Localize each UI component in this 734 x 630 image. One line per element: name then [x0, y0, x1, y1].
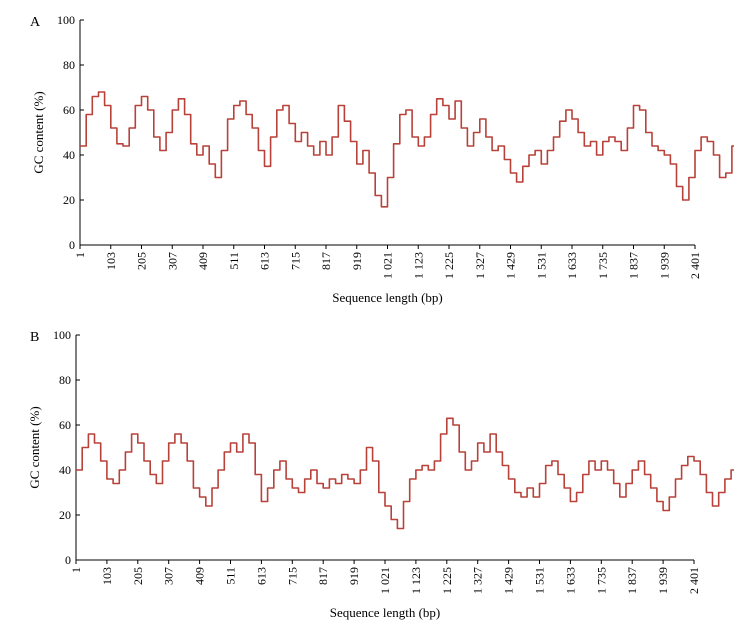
- panel-a-x-axis-title: Sequence length (bp): [332, 290, 442, 305]
- panel-a-x-tick-label: 1 735: [596, 252, 610, 279]
- panel-b-x-tick-label: 919: [347, 567, 361, 585]
- panel-b-x-tick-label: 1 939: [656, 567, 670, 594]
- panel-a-x-tick-label: 1 123: [411, 252, 425, 279]
- panel-a-x-tick-label: 307: [165, 252, 179, 270]
- panel-a-gc-series-line: [80, 91, 734, 208]
- panel-b-x-tick-label: 817: [316, 567, 330, 585]
- panel-a-y-tick-label: 100: [57, 13, 75, 27]
- panel-b-y-tick-label: 20: [59, 508, 71, 522]
- panel-b-x-tick-label: 1 327: [471, 567, 485, 594]
- panel-a-y-tick-label: 80: [63, 58, 75, 72]
- panel-a-x-tick-label: 103: [104, 252, 118, 270]
- panel-a-y-tick-label: 0: [69, 238, 75, 252]
- panel-a-x-tick-label: 2 401: [688, 252, 702, 279]
- panel-b-x-tick-label: 2 401: [687, 567, 701, 594]
- panel-a-x-tick-label: 919: [350, 252, 364, 270]
- panel-a-y-axis-title: GC content (%): [31, 91, 46, 173]
- panel-a-x-tick-label: 1 837: [627, 252, 641, 279]
- panel-a-y-tick-label: 60: [63, 103, 75, 117]
- panel-a-x-tick-label: 1 327: [473, 252, 487, 279]
- panel-b-y-tick-label: 0: [65, 553, 71, 567]
- panel-b-x-tick-label: 1 123: [409, 567, 423, 594]
- panel-a-x-tick-label: 817: [319, 252, 333, 270]
- panel-b-x-tick-label: 511: [224, 567, 238, 585]
- panel-b-y-tick-label: 60: [59, 418, 71, 432]
- panel-b-x-tick-label: 1 225: [440, 567, 454, 594]
- panel-a-x-tick-label: 409: [196, 252, 210, 270]
- panel-a-x-tick-label: 1 633: [565, 252, 579, 279]
- panel-a-x-tick-label: 511: [227, 252, 241, 270]
- panel-a-x-tick-label: 613: [258, 252, 272, 270]
- panel-b-gc-series-line: [76, 417, 734, 530]
- panel-b-x-tick-label: 1 531: [533, 567, 547, 594]
- panel-b-y-tick-label: 80: [59, 373, 71, 387]
- panel-a-x-tick-label: 1 225: [442, 252, 456, 279]
- panel-a-x-tick-label: 1 531: [534, 252, 548, 279]
- panel-a-letter: A: [30, 15, 41, 30]
- panel-b-y-axis-title: GC content (%): [27, 406, 42, 488]
- panel-b-x-tick-label: 1 429: [502, 567, 516, 594]
- panel-b-x-tick-label: 409: [193, 567, 207, 585]
- panel-a-x-tick-label: 1: [73, 252, 87, 258]
- panel-b-x-tick-label: 205: [131, 567, 145, 585]
- panel-b-x-tick-label: 715: [285, 567, 299, 585]
- panel-b-x-tick-label: 103: [100, 567, 114, 585]
- panel-a-y-tick-label: 40: [63, 148, 75, 162]
- panel-a-x-tick-label: 1 429: [504, 252, 518, 279]
- panel-a-x-tick-label: 1 939: [657, 252, 671, 279]
- panel-b-x-axis-title: Sequence length (bp): [330, 605, 440, 620]
- panel-b-y-tick-label: 100: [53, 328, 71, 342]
- panel-b-x-tick-label: 1 735: [594, 567, 608, 594]
- panel-b-y-tick-label: 40: [59, 463, 71, 477]
- panel-a-x-tick-label: 205: [135, 252, 149, 270]
- panel-b-x-tick-label: 613: [254, 567, 268, 585]
- panel-a-y-tick-label: 20: [63, 193, 75, 207]
- panel-a-x-tick-label: 715: [288, 252, 302, 270]
- panel-a-x-tick-label: 1 021: [381, 252, 395, 279]
- panel-b-letter: B: [30, 330, 39, 345]
- panel-b-x-tick-label: 1 837: [625, 567, 639, 594]
- panel-b-x-tick-label: 1: [69, 567, 83, 573]
- panel-b-x-tick-label: 1 021: [378, 567, 392, 594]
- panel-b-x-tick-label: 307: [162, 567, 176, 585]
- panel-b-x-tick-label: 1 633: [563, 567, 577, 594]
